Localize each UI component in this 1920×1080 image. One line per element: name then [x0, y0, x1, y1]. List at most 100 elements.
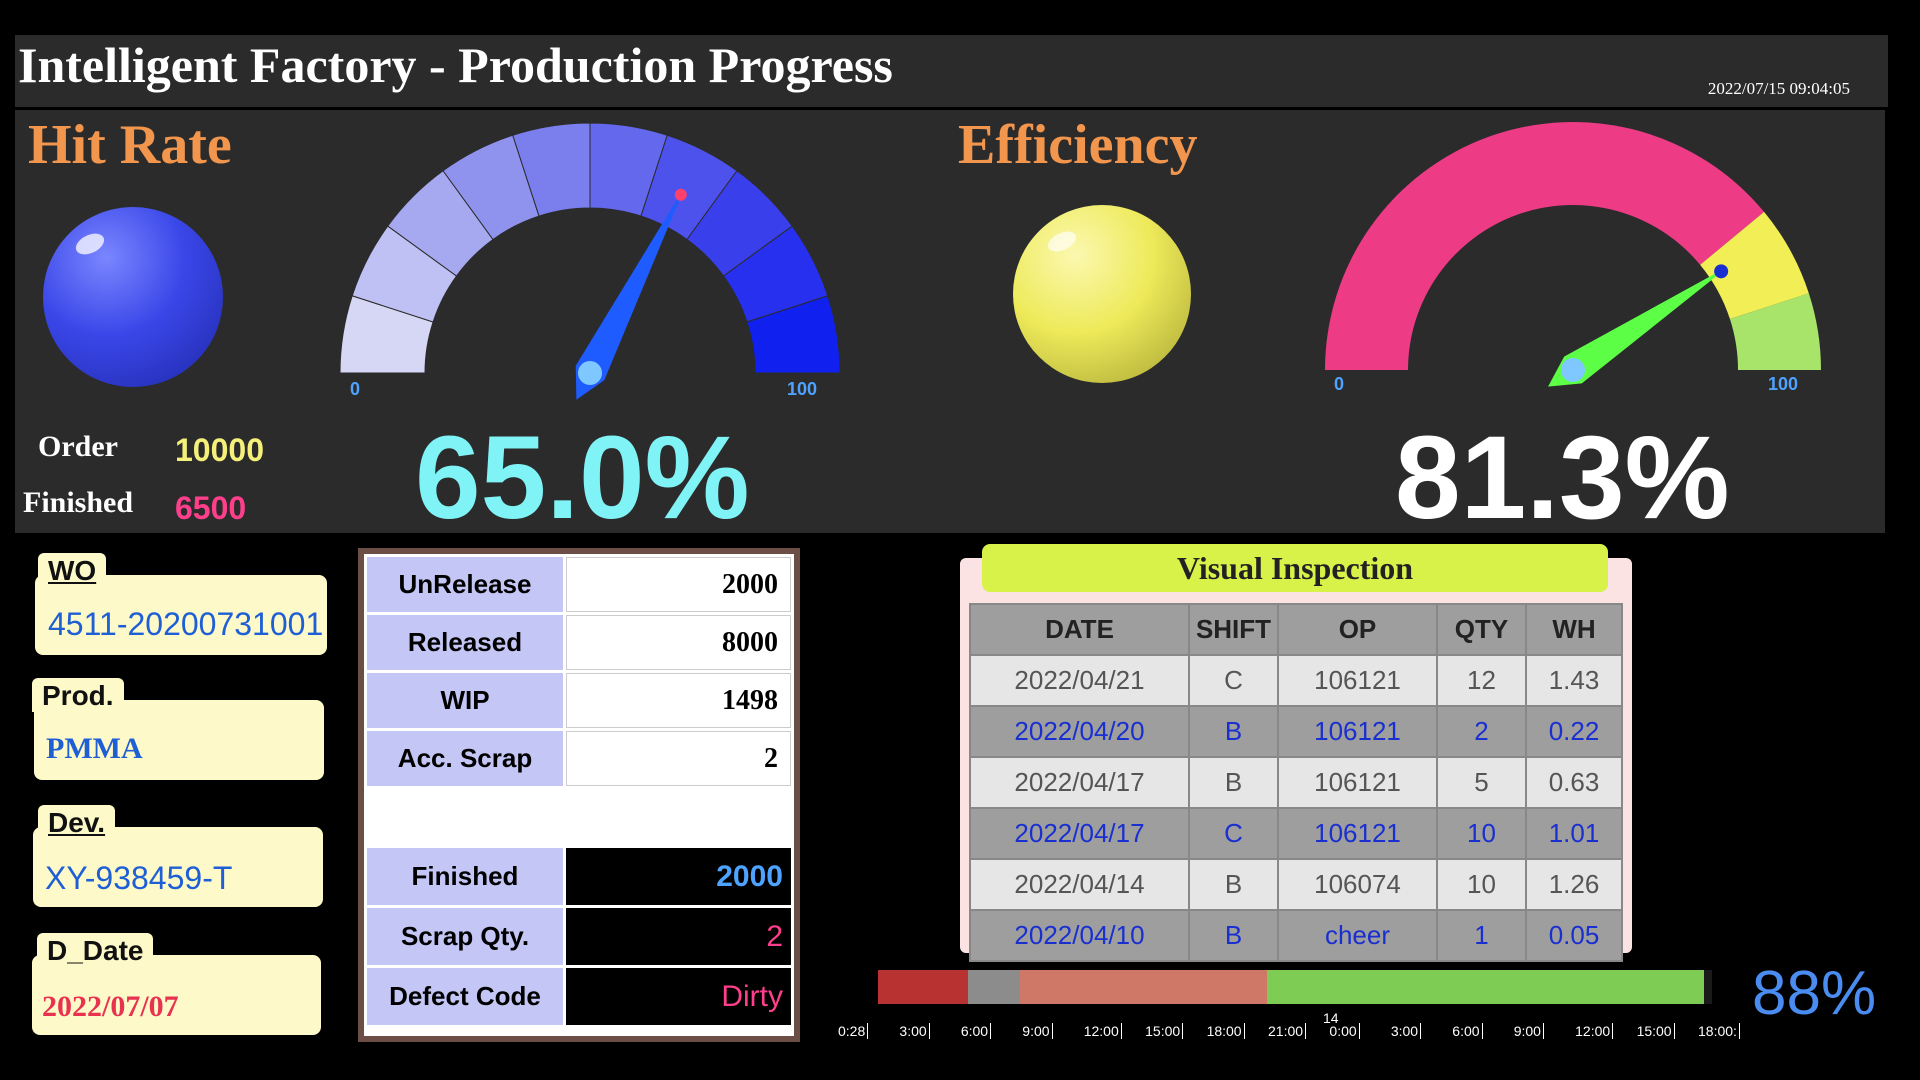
visual-inspection-panel: Visual Inspection DATE SHIFT OP QTY WH 2… [960, 544, 1632, 962]
unrelease-label: UnRelease [367, 557, 563, 612]
cell-date: 2022/04/14 [969, 858, 1190, 911]
datetime: 2022/07/15 09:04:05 [1707, 79, 1850, 98]
cell-op: cheer [1277, 909, 1438, 962]
hit-rate-percent: 65.0% [415, 412, 750, 544]
timeline-tick-label: 6:00 [1452, 1023, 1483, 1039]
cell-qty: 2 [1436, 705, 1527, 758]
timeline-tick-label: 21:00 [1268, 1023, 1307, 1039]
cell-qty: 5 [1436, 756, 1527, 809]
cell-wh: 1.01 [1525, 807, 1623, 860]
table-row: 2022/04/21 C 106121 12 1.43 [969, 654, 1623, 707]
cell-shift: B [1188, 909, 1279, 962]
timeline-day-marker: 14 [1323, 1010, 1339, 1026]
wo-label: WO [38, 553, 107, 587]
spacer-row [367, 789, 791, 845]
efficiency-gauge-max: 100 [1768, 374, 1798, 394]
scrap-qty-label: Scrap Qty. [367, 908, 563, 965]
cell-wh: 1.43 [1525, 654, 1623, 707]
finished-qty-value: 2000 [566, 848, 791, 905]
quantity-panel-frame: UnRelease 2000 Released 8000 WIP 1498 Ac… [358, 548, 800, 1042]
table-row: 2022/04/10 B cheer 1 0.05 [969, 909, 1623, 962]
hit-rate-gauge-band [746, 295, 841, 374]
timeline-tick-label: 9:00 [1022, 1023, 1053, 1039]
timeline-segment [968, 970, 1020, 1004]
timeline-tick-label: 12:00 [1084, 1023, 1122, 1039]
d-date-card [32, 955, 321, 1035]
cell-wh: 1.26 [1525, 858, 1623, 911]
cell-shift: C [1188, 654, 1279, 707]
col-header-op: OP [1277, 603, 1438, 656]
timeline-segment [1019, 970, 1268, 1004]
released-value: 8000 [566, 615, 791, 670]
timeline-tick-label: 18:00: [1698, 1023, 1740, 1039]
col-header-date: DATE [969, 603, 1190, 656]
efficiency-gauge-zone [1700, 211, 1809, 320]
efficiency-gauge: 0 100 [1325, 122, 1821, 394]
dev-value: XY-938459-T [45, 860, 233, 896]
efficiency-percent: 81.3% [1395, 412, 1730, 544]
timeline-tick-label: 15:00 [1637, 1023, 1675, 1039]
dev-label: Dev. [38, 805, 116, 839]
efficiency-title: Efficiency [958, 114, 1198, 176]
cell-shift: B [1188, 858, 1279, 911]
timeline-tick-label: 18:00 [1207, 1023, 1245, 1039]
col-header-wh: WH [1525, 603, 1623, 656]
table-row: 2022/04/14 B 106074 10 1.26 [969, 858, 1623, 911]
timeline-tick-label: 9:00 [1514, 1023, 1544, 1039]
cell-wh: 0.63 [1525, 756, 1623, 809]
cell-qty: 10 [1436, 807, 1527, 860]
cell-date: 2022/04/10 [969, 909, 1190, 962]
cell-op: 106121 [1277, 756, 1438, 809]
timeline-tick-label: 15:00 [1145, 1023, 1184, 1039]
cell-qty: 10 [1436, 858, 1527, 911]
acc-scrap-value: 2 [566, 731, 791, 786]
finished-value: 6500 [175, 490, 247, 526]
hit-rate-gauge-needle [575, 185, 686, 400]
unrelease-value: 2000 [566, 557, 791, 612]
defect-code-value: Dirty [566, 968, 791, 1025]
efficiency-gauge-min: 0 [1334, 374, 1344, 394]
cell-date: 2022/04/21 [969, 654, 1190, 707]
hit-rate-gauge-hub [578, 361, 602, 385]
cell-shift: B [1188, 705, 1279, 758]
cell-wh: 0.05 [1525, 909, 1623, 962]
efficiency-indicator-ball [1013, 205, 1191, 383]
wo-card [35, 575, 327, 655]
timeline-percent: 88% [1752, 959, 1877, 1028]
cell-shift: C [1188, 807, 1279, 860]
timeline-segment [878, 970, 969, 1004]
cell-op: 106121 [1277, 807, 1438, 860]
hit-rate-gauge-tip [674, 188, 687, 201]
cell-date: 2022/04/20 [969, 705, 1190, 758]
visual-inspection-table: DATE SHIFT OP QTY WH 2022/04/21 C 106121… [969, 603, 1623, 962]
timeline-bar [878, 970, 1712, 1004]
acc-scrap-label: Acc. Scrap [367, 731, 563, 786]
prod-label: Prod. [32, 678, 124, 712]
hit-rate-title: Hit Rate [28, 114, 232, 176]
col-header-qty: QTY [1436, 603, 1527, 656]
cell-shift: B [1188, 756, 1279, 809]
timeline-tick-label: 3:00 [1391, 1023, 1422, 1039]
timeline-segment [1703, 970, 1712, 1004]
cell-date: 2022/04/17 [969, 807, 1190, 860]
prod-card [34, 700, 324, 780]
finished-qty-label: Finished [367, 848, 563, 905]
released-label: Released [367, 615, 563, 670]
defect-code-label: Defect Code [367, 968, 563, 1025]
efficiency-gauge-bands [1325, 122, 1821, 370]
efficiency-gauge-zone [1325, 122, 1765, 370]
hit-rate-gauge: 0 100 [339, 122, 841, 400]
efficiency-gauge-hub [1561, 358, 1585, 382]
cell-date: 2022/04/17 [969, 756, 1190, 809]
timeline-segment [1267, 970, 1704, 1004]
cell-op: 106074 [1277, 858, 1438, 911]
timeline-tick-label: 6:00 [961, 1023, 992, 1039]
efficiency-gauge-zone [1729, 293, 1821, 370]
timeline-tick-label: 0:00 [1329, 1023, 1360, 1039]
wip-value: 1498 [566, 673, 791, 728]
d-date-label: D_Date [37, 933, 154, 967]
prod-value: PMMA [46, 732, 143, 765]
table-row: 2022/04/17 C 106121 10 1.01 [969, 807, 1623, 860]
cell-qty: 1 [1436, 909, 1527, 962]
finished-label: Finished [23, 486, 134, 519]
